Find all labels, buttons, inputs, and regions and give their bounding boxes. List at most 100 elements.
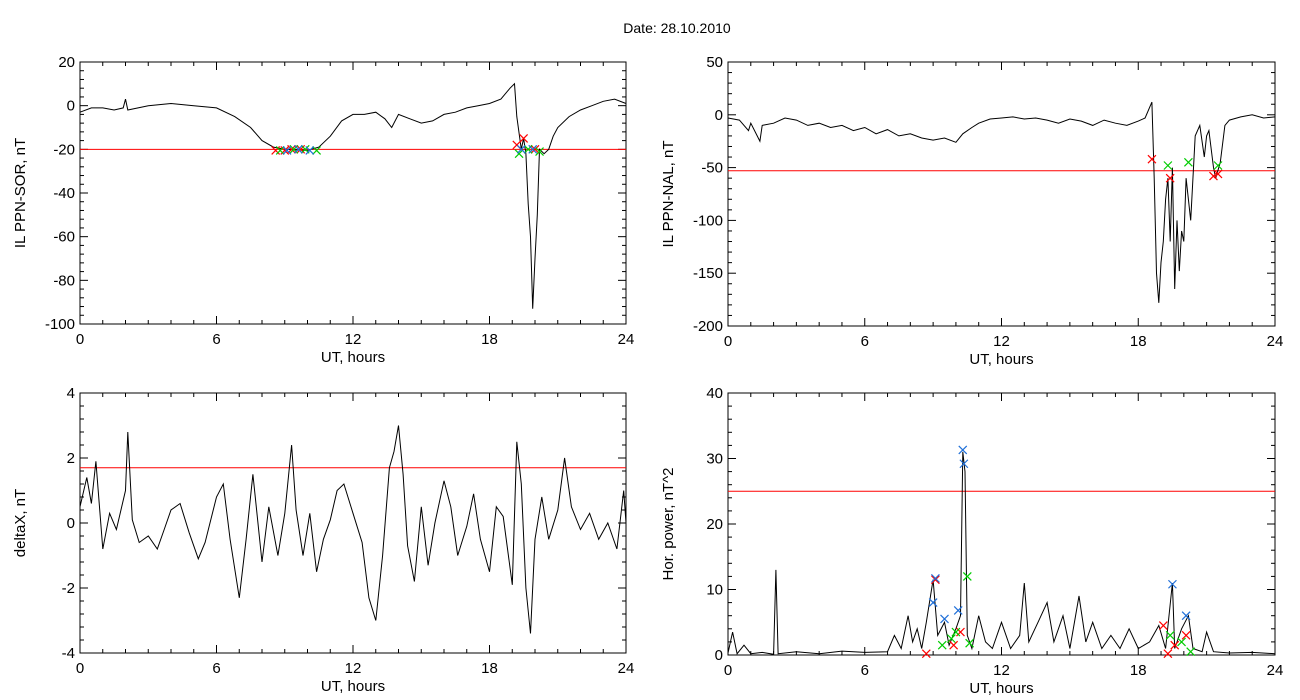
marker-stroke xyxy=(1147,154,1157,164)
marker-stroke xyxy=(1181,611,1191,621)
panel-1-marker-blue xyxy=(305,146,315,155)
marker-stroke xyxy=(965,638,975,648)
panel-2-y-tick-label: -200 xyxy=(693,318,723,335)
marker-stroke xyxy=(514,149,524,159)
panel-4-y-tick-label: 10 xyxy=(706,582,723,599)
panel-2-marker-red xyxy=(1147,154,1157,164)
panel-2-x-tick-label: 12 xyxy=(993,333,1010,350)
panel-4-marker-green xyxy=(1165,630,1175,640)
marker-stroke xyxy=(1158,621,1168,630)
panel-4-marker-red xyxy=(1181,630,1191,640)
marker-stroke xyxy=(312,146,322,155)
panel-1-marker-red xyxy=(519,133,529,143)
panel-4-marker-green xyxy=(951,627,961,637)
panel-1-marker-blue xyxy=(293,144,303,154)
panel-3-x-tick-label: 6 xyxy=(212,660,220,677)
panel-4-marker-blue xyxy=(940,614,949,624)
marker-stroke xyxy=(930,573,940,583)
panel-2-marker-green xyxy=(1183,157,1193,167)
panel-3-y-tick-label: -2 xyxy=(62,580,75,597)
marker-stroke xyxy=(1177,637,1186,647)
panel-1-y-tick-label: 20 xyxy=(58,54,75,71)
marker-stroke xyxy=(282,146,292,155)
marker-stroke xyxy=(1165,173,1175,183)
panel-2-marker-red xyxy=(1209,171,1218,181)
panel-4-marker-red xyxy=(949,640,959,650)
marker-stroke xyxy=(293,144,303,154)
panel-1-marker-red xyxy=(530,144,540,154)
marker-stroke xyxy=(958,445,968,455)
panel-3-y-tick-label: -4 xyxy=(62,645,75,662)
panel-4-x-tick-label: 6 xyxy=(861,662,869,679)
panel-4-marker-green xyxy=(962,571,972,581)
panel-4-x-tick-label: 12 xyxy=(993,662,1010,679)
panel-1-y-tick-label: 0 xyxy=(67,98,75,115)
panel-2-x-axis-label: UT, hours xyxy=(969,351,1033,368)
panel-3-series-line xyxy=(79,425,627,634)
panel-2-x-tick-label: 24 xyxy=(1267,333,1284,350)
panel-4-x-tick-label: 18 xyxy=(1130,662,1147,679)
panel-1-y-axis-label: IL PPN-SOR, nT xyxy=(12,138,29,248)
panel-3-x-tick-label: 12 xyxy=(345,660,362,677)
panel-2-series-line xyxy=(727,101,1276,303)
marker-stroke xyxy=(1186,647,1196,657)
panel-1-marker-green xyxy=(535,147,544,156)
panel-4-marker-blue xyxy=(958,445,968,455)
panel-4-x-axis-label: UT, hours xyxy=(969,680,1033,697)
panel-2: 0 6 12 18 24 50 0 -50 -100 -150 -200 UT, hours IL PP… xyxy=(660,54,1283,368)
panel-4-marker-blue xyxy=(953,606,963,615)
panel-3-x-tick-label: 0 xyxy=(76,660,84,677)
marker-stroke xyxy=(937,640,947,650)
panel-4-series-line xyxy=(727,451,1276,655)
panel-1-marker-blue xyxy=(528,144,538,154)
marker-stroke xyxy=(1181,630,1191,640)
panel-4-x-tick-label: 24 xyxy=(1267,662,1284,679)
marker-stroke xyxy=(1170,640,1180,650)
panel-3-y-tick-label: 4 xyxy=(67,385,75,402)
marker-stroke xyxy=(953,606,963,615)
marker-stroke xyxy=(516,144,526,154)
panel-3: 0 6 12 18 24 4 2 0 -2 -4 UT, hours deltaX, nT xyxy=(12,385,634,695)
panel-1: 0 6 12 18 24 20 0 -20 -40 -60 -80 -100 UT, hours IL P… xyxy=(12,54,634,366)
panel-3-x-tick-label: 18 xyxy=(481,660,498,677)
panel-4-y-tick-label: 40 xyxy=(706,385,723,402)
marker-stroke xyxy=(928,598,938,608)
panel-3-frame xyxy=(79,392,627,654)
panel-4-y-tick-label: 30 xyxy=(706,451,723,468)
marker-stroke xyxy=(528,144,538,154)
marker-stroke xyxy=(951,627,961,637)
panel-3-y-tick-label: 2 xyxy=(67,450,75,467)
panel-2-y-tick-label: -150 xyxy=(693,265,723,282)
marker-stroke xyxy=(1163,649,1173,659)
panel-4-marker-green xyxy=(965,638,975,648)
panel-4-marker-blue xyxy=(1168,579,1177,589)
panel-4-marker-blue xyxy=(928,598,938,608)
panel-2-x-tick-label: 18 xyxy=(1130,333,1147,350)
panel-4-marker-red xyxy=(1163,649,1173,659)
panel-1-marker-blue xyxy=(282,146,292,155)
marker-stroke xyxy=(512,140,522,150)
marker-stroke xyxy=(535,147,544,156)
marker-stroke xyxy=(930,575,940,585)
marker-stroke xyxy=(530,144,540,154)
panel-4-marker-red xyxy=(956,627,965,637)
panel-1-y-tick-label: -40 xyxy=(53,185,75,202)
figure-title: Date: 28.10.2010 xyxy=(623,20,731,36)
panel-3-y-tick-label: 0 xyxy=(67,515,75,532)
panel-4-y-tick-label: 0 xyxy=(715,647,723,664)
panel-1-x-tick-label: 24 xyxy=(618,331,635,348)
panel-1-series-line xyxy=(79,82,627,309)
panel-1-y-tick-label: -80 xyxy=(53,272,75,289)
marker-stroke xyxy=(1183,157,1193,167)
panel-1-y-tick-label: -20 xyxy=(53,141,75,158)
panel-2-x-tick-label: 6 xyxy=(861,333,869,350)
panel-4-y-axis-label: Hor. power, nT^2 xyxy=(660,468,677,581)
marker-stroke xyxy=(921,649,931,659)
panel-2-frame xyxy=(727,61,1276,327)
panel-1-frame xyxy=(79,61,627,325)
panel-2-x-tick-label: 0 xyxy=(724,333,732,350)
marker-stroke xyxy=(519,133,529,143)
panel-4-marker-blue xyxy=(930,573,940,583)
panel-3-y-axis-label: deltaX, nT xyxy=(12,489,29,557)
